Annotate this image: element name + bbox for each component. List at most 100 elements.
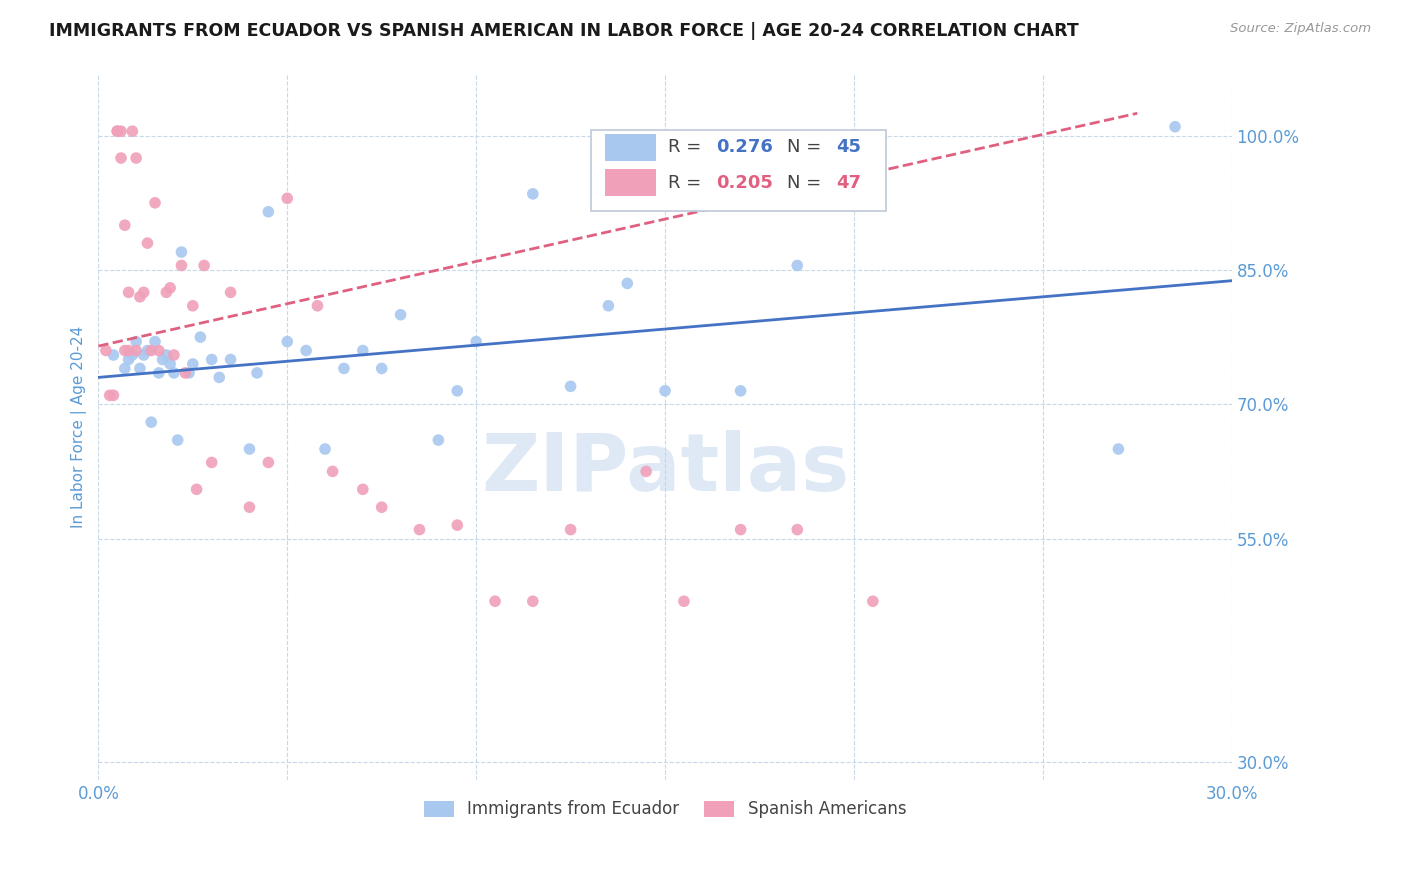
Point	[170, 259, 193, 273]
Text: N =: N =	[787, 138, 828, 156]
FancyBboxPatch shape	[592, 129, 886, 211]
Point	[110, 151, 132, 165]
Text: ZIPatlas: ZIPatlas	[481, 430, 849, 508]
Point	[1164, 120, 1187, 134]
Text: N =: N =	[787, 174, 828, 192]
Point	[352, 343, 374, 358]
Point	[141, 415, 163, 429]
Point	[352, 483, 374, 497]
Point	[370, 500, 392, 515]
Point	[155, 348, 177, 362]
Text: 0.205: 0.205	[716, 174, 773, 192]
Point	[257, 204, 280, 219]
Point	[257, 455, 280, 469]
Point	[208, 370, 231, 384]
Point	[132, 348, 155, 362]
Text: Source: ZipAtlas.com: Source: ZipAtlas.com	[1230, 22, 1371, 36]
Point	[117, 352, 139, 367]
Point	[155, 285, 177, 300]
Point	[276, 334, 298, 349]
Bar	[605, 134, 657, 161]
Point	[148, 366, 170, 380]
Point	[307, 299, 329, 313]
Point	[103, 348, 125, 362]
Point	[103, 388, 125, 402]
Y-axis label: In Labor Force | Age 20-24: In Labor Force | Age 20-24	[72, 326, 87, 528]
Point	[560, 379, 582, 393]
Point	[522, 186, 544, 201]
Point	[166, 433, 188, 447]
Point	[370, 361, 392, 376]
Point	[314, 442, 336, 456]
Point	[174, 366, 197, 380]
Point	[654, 384, 676, 398]
Point	[186, 483, 208, 497]
Text: R =: R =	[668, 138, 707, 156]
Text: IMMIGRANTS FROM ECUADOR VS SPANISH AMERICAN IN LABOR FORCE | AGE 20-24 CORRELATI: IMMIGRANTS FROM ECUADOR VS SPANISH AMERI…	[49, 22, 1078, 40]
Point	[136, 343, 159, 358]
Point	[730, 384, 752, 398]
Point	[125, 343, 148, 358]
Point	[98, 388, 121, 402]
Point	[333, 361, 356, 376]
Point	[141, 343, 163, 358]
Point	[636, 464, 658, 478]
Point	[730, 523, 752, 537]
Point	[117, 285, 139, 300]
Point	[163, 348, 186, 362]
Point	[163, 366, 186, 380]
Point	[181, 299, 204, 313]
Point	[159, 357, 181, 371]
Point	[201, 352, 224, 367]
Point	[105, 124, 128, 138]
Point	[560, 523, 582, 537]
Point	[598, 299, 620, 313]
Point	[295, 343, 318, 358]
Point	[1107, 442, 1129, 456]
Point	[125, 151, 148, 165]
Point	[105, 124, 128, 138]
Point	[159, 281, 181, 295]
Point	[408, 523, 430, 537]
Point	[152, 352, 174, 367]
Point	[862, 594, 884, 608]
Point	[786, 259, 808, 273]
Bar	[605, 169, 657, 196]
Point	[389, 308, 412, 322]
Point	[465, 334, 488, 349]
Point	[121, 348, 143, 362]
Point	[125, 334, 148, 349]
Point	[132, 285, 155, 300]
Point	[276, 191, 298, 205]
Point	[193, 259, 215, 273]
Point	[484, 594, 506, 608]
Point	[143, 195, 166, 210]
Point	[322, 464, 344, 478]
Point	[148, 343, 170, 358]
Point	[170, 245, 193, 260]
Point	[129, 290, 152, 304]
Text: R =: R =	[668, 174, 707, 192]
Point	[94, 343, 117, 358]
Point	[219, 285, 242, 300]
Point	[143, 334, 166, 349]
Point	[117, 343, 139, 358]
Point	[786, 523, 808, 537]
Point	[446, 518, 468, 533]
Point	[238, 442, 260, 456]
Legend: Immigrants from Ecuador, Spanish Americans: Immigrants from Ecuador, Spanish America…	[418, 794, 912, 825]
Point	[110, 124, 132, 138]
Point	[446, 384, 468, 398]
Point	[246, 366, 269, 380]
Point	[177, 366, 200, 380]
Point	[129, 361, 152, 376]
Point	[190, 330, 212, 344]
Point	[136, 236, 159, 251]
Point	[114, 361, 136, 376]
Text: 45: 45	[837, 138, 862, 156]
Point	[616, 277, 638, 291]
Point	[522, 594, 544, 608]
Point	[672, 594, 695, 608]
Point	[121, 124, 143, 138]
Point	[427, 433, 450, 447]
